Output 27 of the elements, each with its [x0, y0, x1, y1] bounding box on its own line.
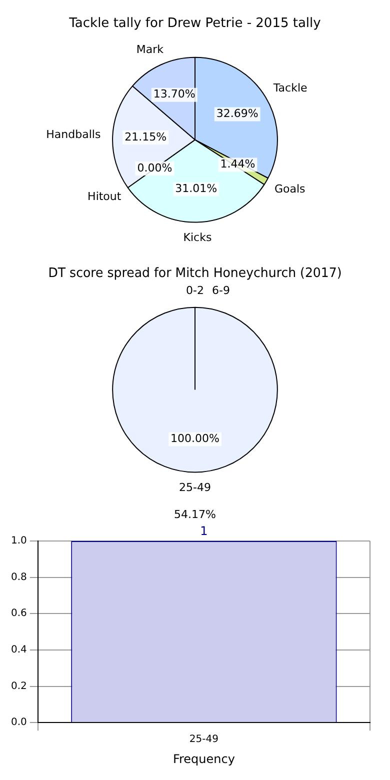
text: 54.17%: [173, 508, 217, 521]
category-label: Hitout: [88, 190, 122, 203]
data-label: 21.15%: [124, 130, 167, 144]
data-label: 32.69%: [216, 107, 258, 120]
text: 0.00%: [137, 161, 172, 174]
category-label: 0-2: [186, 284, 204, 298]
chart-title: Tackle tally for Drew Petrie - 2015 tally: [68, 16, 322, 32]
slice-label: 25-49: [179, 481, 211, 494]
y-tick-label: 0.2: [10, 680, 27, 692]
data-label: 31.01%: [175, 182, 218, 196]
slice-label: Kicks: [183, 231, 212, 244]
data-label: 100.00%: [170, 432, 220, 446]
category-label: 6-9: [212, 284, 230, 298]
slice-label: Mark: [136, 43, 164, 56]
data-label: 1: [200, 524, 208, 538]
y-tick-label: 1.0: [10, 536, 27, 547]
slice-label: Tackle: [272, 82, 308, 95]
chart-title: DT score spread for Mitch Honeychurch (2017): [48, 266, 342, 282]
slice-label: Handballs: [46, 128, 101, 142]
y-tick-label: 0.6: [10, 608, 27, 620]
data-label: 13.70%: [153, 88, 196, 101]
data-label: 1.44%: [220, 158, 256, 171]
y-tick-label: 0.0: [10, 717, 27, 728]
y-tick-label: 0.8: [10, 572, 27, 583]
y-tick-label: 0.4: [10, 644, 27, 656]
slice-label: Goals: [274, 182, 306, 196]
x-axis-title: Frequency: [172, 752, 235, 766]
